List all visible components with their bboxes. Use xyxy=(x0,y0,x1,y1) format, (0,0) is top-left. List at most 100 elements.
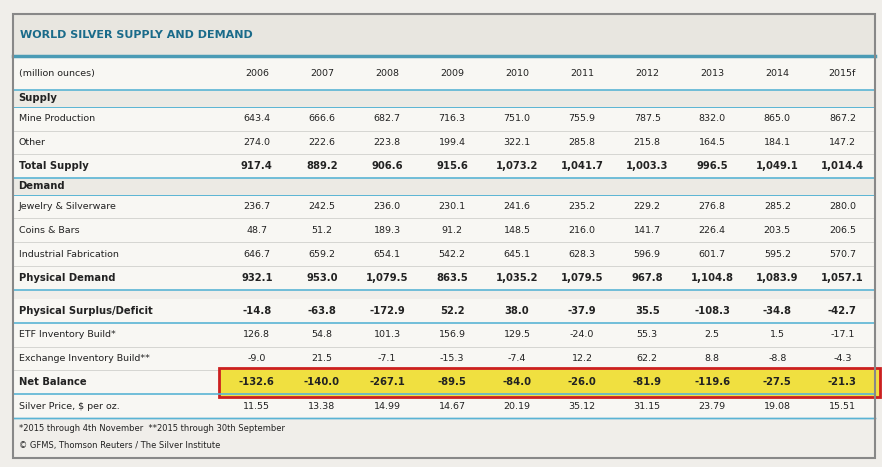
Text: 2014: 2014 xyxy=(766,69,789,78)
Text: 230.1: 230.1 xyxy=(438,202,466,211)
Text: 915.6: 915.6 xyxy=(436,161,468,171)
Text: 832.0: 832.0 xyxy=(699,114,726,123)
Text: 322.1: 322.1 xyxy=(504,138,531,147)
Text: Physical Demand: Physical Demand xyxy=(19,273,115,283)
FancyBboxPatch shape xyxy=(13,90,875,107)
Text: 906.6: 906.6 xyxy=(371,161,403,171)
Text: 101.3: 101.3 xyxy=(373,330,400,340)
Text: 15.51: 15.51 xyxy=(829,402,856,410)
Text: 23.79: 23.79 xyxy=(699,402,726,410)
Text: -34.8: -34.8 xyxy=(763,306,792,316)
Text: 48.7: 48.7 xyxy=(246,226,267,235)
Text: Jewelry & Silverware: Jewelry & Silverware xyxy=(19,202,116,211)
Text: 126.8: 126.8 xyxy=(243,330,271,340)
Text: 226.4: 226.4 xyxy=(699,226,726,235)
Text: -14.8: -14.8 xyxy=(243,306,272,316)
Text: 147.2: 147.2 xyxy=(829,138,856,147)
Text: 236.7: 236.7 xyxy=(243,202,271,211)
Text: 54.8: 54.8 xyxy=(311,330,333,340)
Text: Other: Other xyxy=(19,138,46,147)
Text: 236.0: 236.0 xyxy=(373,202,400,211)
Text: 14.67: 14.67 xyxy=(438,402,466,410)
Text: -37.9: -37.9 xyxy=(568,306,596,316)
Text: 1.5: 1.5 xyxy=(770,330,785,340)
Text: 967.8: 967.8 xyxy=(632,273,663,283)
Text: 755.9: 755.9 xyxy=(569,114,595,123)
Text: 2015f: 2015f xyxy=(829,69,856,78)
Text: 1,073.2: 1,073.2 xyxy=(496,161,538,171)
Text: Physical Surplus/Deficit: Physical Surplus/Deficit xyxy=(19,306,153,316)
FancyBboxPatch shape xyxy=(13,107,875,130)
Text: 8.8: 8.8 xyxy=(705,354,720,363)
Text: 164.5: 164.5 xyxy=(699,138,726,147)
Text: 863.5: 863.5 xyxy=(437,273,468,283)
Text: 19.08: 19.08 xyxy=(764,402,791,410)
Text: 659.2: 659.2 xyxy=(309,249,335,259)
Text: 199.4: 199.4 xyxy=(438,138,466,147)
Text: 1,079.5: 1,079.5 xyxy=(366,273,408,283)
Text: 274.0: 274.0 xyxy=(243,138,271,147)
Text: -26.0: -26.0 xyxy=(568,377,596,387)
Text: 206.5: 206.5 xyxy=(829,226,856,235)
Text: 2009: 2009 xyxy=(440,69,464,78)
Text: 1,104.8: 1,104.8 xyxy=(691,273,734,283)
Text: 2.5: 2.5 xyxy=(705,330,720,340)
Text: -24.0: -24.0 xyxy=(570,330,594,340)
Text: 12.2: 12.2 xyxy=(572,354,593,363)
Text: 628.3: 628.3 xyxy=(569,249,595,259)
Text: 865.0: 865.0 xyxy=(764,114,791,123)
FancyBboxPatch shape xyxy=(13,242,875,266)
Text: 932.1: 932.1 xyxy=(241,273,273,283)
Text: -15.3: -15.3 xyxy=(440,354,464,363)
Text: 682.7: 682.7 xyxy=(373,114,400,123)
Text: 787.5: 787.5 xyxy=(634,114,661,123)
Text: 31.15: 31.15 xyxy=(633,402,661,410)
Text: 1,049.1: 1,049.1 xyxy=(756,161,799,171)
Text: 645.1: 645.1 xyxy=(504,249,531,259)
Text: 21.5: 21.5 xyxy=(311,354,333,363)
Text: 917.4: 917.4 xyxy=(241,161,273,171)
Text: 2007: 2007 xyxy=(310,69,334,78)
Text: 242.5: 242.5 xyxy=(309,202,335,211)
Text: 601.7: 601.7 xyxy=(699,249,726,259)
FancyBboxPatch shape xyxy=(13,323,875,347)
Text: WORLD SILVER SUPPLY AND DEMAND: WORLD SILVER SUPPLY AND DEMAND xyxy=(20,30,253,40)
Text: 285.2: 285.2 xyxy=(764,202,791,211)
Text: 276.8: 276.8 xyxy=(699,202,726,211)
FancyBboxPatch shape xyxy=(13,14,875,56)
Text: 751.0: 751.0 xyxy=(504,114,531,123)
Text: 20.19: 20.19 xyxy=(504,402,531,410)
Text: 13.38: 13.38 xyxy=(309,402,335,410)
Text: -8.8: -8.8 xyxy=(768,354,787,363)
Text: 91.2: 91.2 xyxy=(442,226,462,235)
Text: -140.0: -140.0 xyxy=(304,377,340,387)
Text: -63.8: -63.8 xyxy=(308,306,336,316)
Text: 1,003.3: 1,003.3 xyxy=(626,161,669,171)
Text: 1,035.2: 1,035.2 xyxy=(496,273,538,283)
FancyBboxPatch shape xyxy=(13,266,875,290)
FancyBboxPatch shape xyxy=(13,130,875,154)
Text: 129.5: 129.5 xyxy=(504,330,531,340)
Text: 11.55: 11.55 xyxy=(243,402,271,410)
FancyBboxPatch shape xyxy=(13,56,875,90)
Text: -9.0: -9.0 xyxy=(248,354,266,363)
Text: 141.7: 141.7 xyxy=(634,226,661,235)
Text: Net Balance: Net Balance xyxy=(19,377,86,387)
Text: 1,057.1: 1,057.1 xyxy=(821,273,863,283)
Text: 148.5: 148.5 xyxy=(504,226,531,235)
Text: 14.99: 14.99 xyxy=(373,402,400,410)
FancyBboxPatch shape xyxy=(13,290,875,299)
Text: Industrial Fabrication: Industrial Fabrication xyxy=(19,249,118,259)
Text: 716.3: 716.3 xyxy=(438,114,466,123)
Text: ETF Inventory Build*: ETF Inventory Build* xyxy=(19,330,116,340)
Text: 35.5: 35.5 xyxy=(635,306,660,316)
FancyBboxPatch shape xyxy=(13,347,875,370)
Text: 570.7: 570.7 xyxy=(829,249,856,259)
Text: 2013: 2013 xyxy=(700,69,724,78)
Text: © GFMS, Thomson Reuters / The Silver Institute: © GFMS, Thomson Reuters / The Silver Ins… xyxy=(19,441,220,450)
Text: 184.1: 184.1 xyxy=(764,138,791,147)
Text: -89.5: -89.5 xyxy=(437,377,467,387)
FancyBboxPatch shape xyxy=(13,195,875,219)
Text: 953.0: 953.0 xyxy=(306,273,338,283)
Text: Silver Price, $ per oz.: Silver Price, $ per oz. xyxy=(19,402,119,410)
